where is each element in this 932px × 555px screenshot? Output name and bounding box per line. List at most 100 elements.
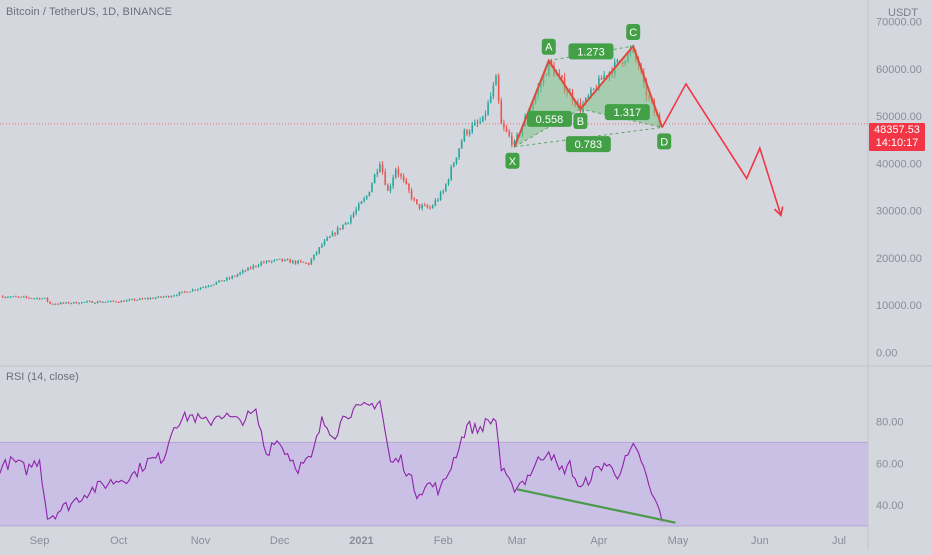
candle-body bbox=[384, 171, 386, 185]
candle bbox=[363, 196, 365, 203]
candle-body bbox=[99, 301, 102, 303]
candle-body bbox=[273, 259, 276, 262]
candle bbox=[44, 297, 46, 299]
candle-body bbox=[270, 261, 273, 263]
candle-body bbox=[452, 163, 455, 167]
pattern-ratio-label-bg bbox=[568, 43, 614, 60]
time-tick-label: 2021 bbox=[349, 535, 373, 547]
rsi-title: RSI (14, close) bbox=[6, 371, 79, 383]
candle-body bbox=[561, 75, 563, 78]
candle bbox=[4, 296, 7, 299]
candle-body bbox=[120, 300, 123, 303]
candle bbox=[270, 260, 273, 264]
pattern-point-label-bg bbox=[541, 38, 556, 55]
candle bbox=[497, 73, 500, 104]
candle-body bbox=[429, 207, 431, 209]
candle bbox=[302, 261, 305, 263]
candle bbox=[223, 280, 226, 282]
candle-body bbox=[489, 96, 492, 103]
candle-body bbox=[257, 265, 260, 267]
candle bbox=[373, 173, 376, 184]
candle-body bbox=[247, 267, 249, 271]
candle-body bbox=[157, 296, 160, 298]
candle-body bbox=[107, 301, 109, 303]
candle-body bbox=[328, 236, 331, 238]
candle bbox=[228, 276, 231, 280]
candle bbox=[405, 177, 408, 185]
price-tick-label: 10000.00 bbox=[876, 300, 922, 312]
candle-body bbox=[91, 301, 94, 303]
candle-body bbox=[123, 300, 125, 302]
candle bbox=[452, 161, 455, 168]
candle bbox=[365, 195, 368, 200]
candle bbox=[447, 178, 450, 187]
candle bbox=[297, 259, 299, 265]
candle bbox=[178, 291, 181, 296]
candle-body bbox=[310, 259, 313, 265]
candle bbox=[342, 224, 344, 230]
candle-body bbox=[389, 186, 392, 191]
candle-body bbox=[54, 303, 57, 305]
candle bbox=[70, 302, 73, 305]
candle bbox=[331, 230, 334, 237]
candle-body bbox=[70, 303, 73, 305]
candle-body bbox=[199, 287, 202, 290]
candle bbox=[286, 258, 289, 261]
candle-body bbox=[302, 261, 305, 263]
candle bbox=[30, 297, 33, 300]
candle-body bbox=[342, 224, 344, 229]
candle-body bbox=[17, 296, 20, 298]
candle-body bbox=[228, 277, 231, 279]
candle bbox=[75, 301, 78, 304]
candle-body bbox=[154, 297, 157, 299]
candle bbox=[25, 295, 28, 299]
candle-body bbox=[445, 183, 447, 192]
time-tick-label: Feb bbox=[434, 535, 453, 547]
candle bbox=[183, 290, 186, 293]
candle-body bbox=[178, 292, 181, 296]
candle bbox=[439, 190, 442, 201]
candle-body bbox=[226, 277, 228, 281]
pattern-point-label: A bbox=[545, 42, 553, 54]
candle bbox=[344, 222, 347, 225]
candle bbox=[276, 259, 278, 261]
candle-body bbox=[410, 190, 413, 199]
candle-body bbox=[405, 180, 408, 184]
candle-body bbox=[62, 302, 65, 304]
candle bbox=[339, 228, 342, 231]
candle bbox=[384, 168, 386, 186]
candle bbox=[355, 206, 357, 216]
candle bbox=[487, 99, 489, 116]
candle-body bbox=[212, 284, 215, 286]
candle bbox=[189, 291, 191, 293]
candle bbox=[141, 297, 144, 300]
candle bbox=[191, 288, 194, 292]
candle-body bbox=[513, 140, 516, 145]
candle bbox=[202, 286, 204, 289]
candle bbox=[310, 257, 313, 265]
candle bbox=[162, 296, 165, 298]
candle bbox=[117, 301, 120, 304]
candle bbox=[57, 303, 59, 305]
candle bbox=[471, 121, 474, 135]
candle-body bbox=[371, 183, 373, 192]
candle-body bbox=[231, 276, 233, 279]
last-price-value: 48357.53 bbox=[874, 124, 920, 136]
candle-body bbox=[276, 259, 278, 261]
candle bbox=[139, 297, 141, 301]
candle-body bbox=[373, 174, 376, 184]
candle bbox=[299, 259, 302, 264]
pattern-ratio-label-bg bbox=[604, 104, 650, 121]
candle-body bbox=[394, 169, 397, 178]
price-tick-label: 0.00 bbox=[876, 348, 897, 360]
candle bbox=[83, 301, 86, 304]
candle bbox=[381, 161, 384, 175]
candle-body bbox=[482, 116, 484, 122]
candle bbox=[511, 132, 513, 148]
pattern-triangle-xab bbox=[514, 60, 581, 147]
candle bbox=[104, 301, 107, 303]
candle bbox=[495, 74, 497, 86]
candle bbox=[442, 189, 445, 195]
